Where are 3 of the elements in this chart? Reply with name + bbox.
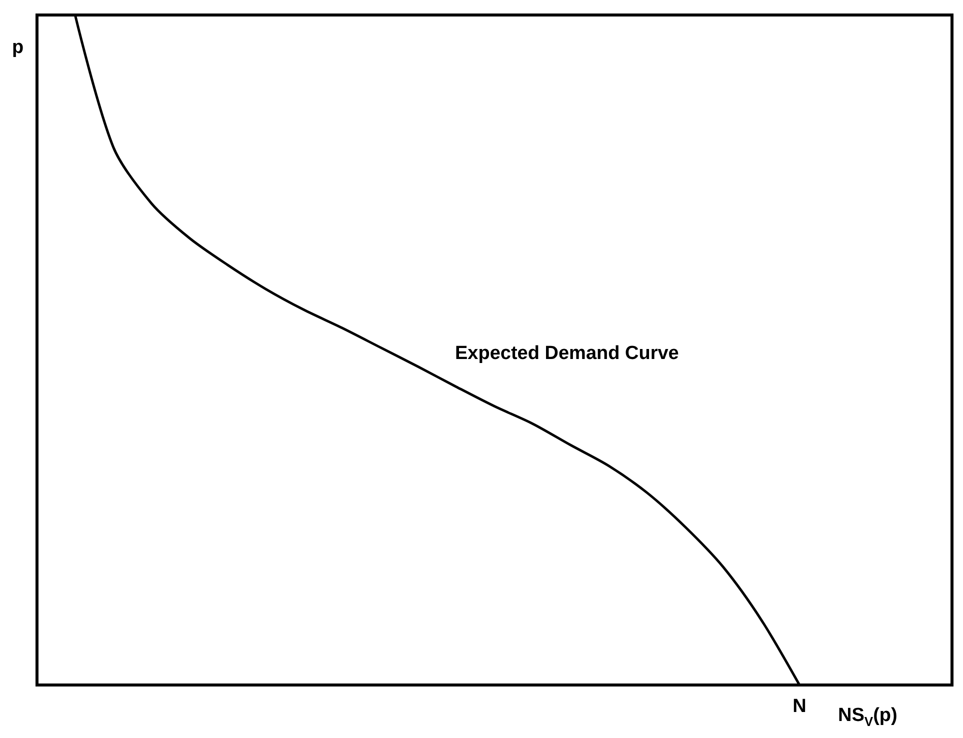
annotation: Expected Demand Curve bbox=[455, 343, 679, 364]
y-axis-title: p bbox=[12, 37, 24, 58]
text: N bbox=[792, 696, 806, 717]
